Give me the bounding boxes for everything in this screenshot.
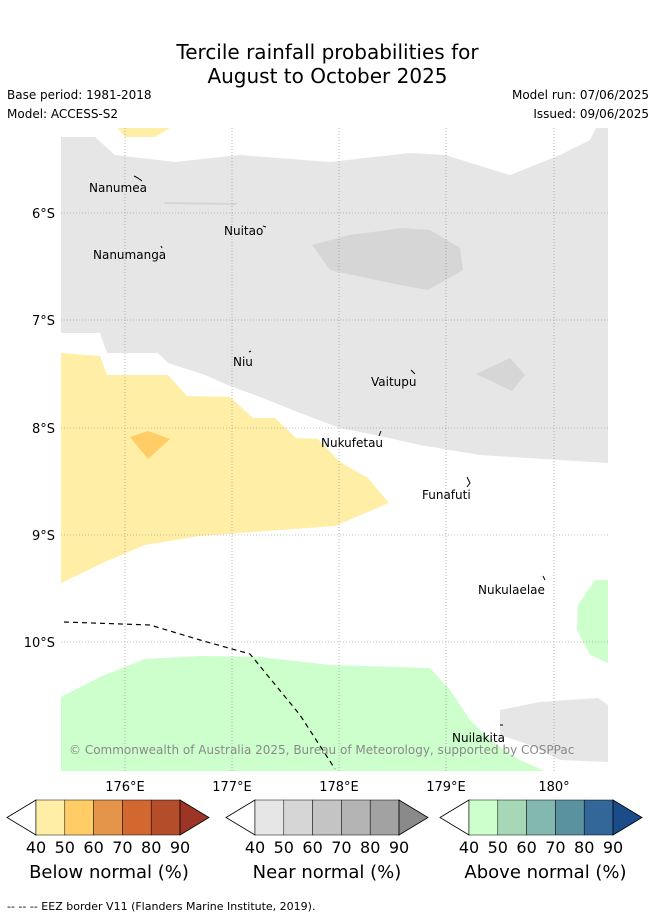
colorbar-tick-label: 80 xyxy=(574,838,594,857)
colorbar-tick-label: 60 xyxy=(302,838,322,857)
island-label: Vaitupu xyxy=(371,375,417,389)
lon-label: 179°E xyxy=(426,780,466,795)
colorbar-tick-label: 50 xyxy=(55,838,75,857)
colorbar-extend-low xyxy=(439,799,470,836)
colorbar-segment xyxy=(497,799,527,836)
island-label: Niu xyxy=(233,355,253,369)
near-normal-region xyxy=(61,128,608,463)
colorbar-tick-label: 60 xyxy=(83,838,103,857)
colorbar-tick-label: 90 xyxy=(170,838,190,857)
near-normal-region-south xyxy=(500,698,608,762)
colorbar-1: 40 50 60 70 80 90 xyxy=(225,799,429,857)
lat-label: 7°S xyxy=(32,314,55,329)
colorbar-tick-label: 70 xyxy=(545,838,565,857)
colorbar-segment xyxy=(35,799,66,836)
colorbar-segment xyxy=(283,799,313,836)
colorbar-segment xyxy=(526,799,556,836)
colorbar-segment xyxy=(122,799,152,836)
colorbar-0: 40 50 60 70 80 90 xyxy=(6,799,210,857)
colorbar-segment xyxy=(583,799,614,836)
colorbar-segment xyxy=(468,799,499,836)
colorbar-segment xyxy=(369,799,400,836)
island-shapes xyxy=(133,175,546,726)
above-normal-region xyxy=(61,656,545,771)
island-label: Nanumea xyxy=(89,181,147,195)
colorbar-tick-label: 90 xyxy=(603,838,623,857)
below-normal-region xyxy=(61,353,389,583)
issued-date: Issued: 09/06/2025 xyxy=(533,107,649,121)
above-normal-region xyxy=(577,580,608,663)
lon-label: 176°E xyxy=(105,780,145,795)
colorbar-tick-label: 40 xyxy=(459,838,479,857)
colorbar-tick-label: 90 xyxy=(389,838,409,857)
colorbar-segment xyxy=(150,799,181,836)
lon-label: 177°E xyxy=(212,780,252,795)
eez-border xyxy=(63,621,336,770)
colorbar-tick-label: 40 xyxy=(245,838,265,857)
legends: 40 50 60 70 80 90 40 50 60 70 80 90 40 50 60 70 80 90 xyxy=(6,799,643,857)
legend-title-near: Near normal (%) xyxy=(252,862,402,883)
colorbar-segment xyxy=(312,799,342,836)
map-title: Tercile rainfall probabilities for Augus… xyxy=(0,40,655,88)
near-normal-50-patch xyxy=(164,202,238,205)
lon-label: 180° xyxy=(538,780,569,795)
lat-label: 8°S xyxy=(32,422,55,437)
lon-label: 178°E xyxy=(319,780,359,795)
near-normal-50-patch xyxy=(476,358,525,391)
island-label: Nuitao xyxy=(224,224,263,238)
colorbar-tick-label: 70 xyxy=(331,838,351,857)
colorbar-tick-label: 60 xyxy=(516,838,536,857)
colorbar-tick-label: 40 xyxy=(26,838,46,857)
colorbar-segment xyxy=(64,799,94,836)
below-normal-50-patch xyxy=(130,431,170,459)
model-run: Model run: 07/06/2025 xyxy=(511,88,649,102)
island-label: Nukulaelae xyxy=(478,583,545,597)
colorbar-extend-high xyxy=(398,799,429,836)
title-line-2: August to October 2025 xyxy=(207,64,448,88)
colorbar-segment xyxy=(555,799,585,836)
colorbar-tick-label: 50 xyxy=(488,838,508,857)
colorbar-2: 40 50 60 70 80 90 xyxy=(439,799,643,857)
colorbar-tick-label: 80 xyxy=(360,838,380,857)
island-label: Nanumanga xyxy=(93,248,166,262)
lat-label: 9°S xyxy=(32,529,55,544)
lat-label: 10°S xyxy=(24,636,55,651)
eez-footnote: -- -- -- EEZ border V11 (Flanders Marine… xyxy=(7,900,316,913)
colorbar-tick-label: 70 xyxy=(112,838,132,857)
colorbar-tick-label: 80 xyxy=(141,838,161,857)
colorbar-extend-high xyxy=(612,799,643,836)
copyright-text: © Commonwealth of Australia 2025, Bureau… xyxy=(69,743,574,757)
colorbar-segment xyxy=(93,799,123,836)
below-normal-region xyxy=(118,128,170,137)
lat-label: 6°S xyxy=(32,207,55,222)
island-label: Nuilakita xyxy=(452,731,505,745)
colorbar-segment xyxy=(341,799,371,836)
title-line-1: Tercile rainfall probabilities for xyxy=(176,40,479,64)
legend-title-above: Above normal (%) xyxy=(464,862,627,883)
colorbar-tick-label: 50 xyxy=(274,838,294,857)
colorbar-extend-low xyxy=(225,799,256,836)
colorbar-extend-low xyxy=(6,799,37,836)
island-label: Nukufetau xyxy=(321,436,383,450)
legend-title-below: Below normal (%) xyxy=(29,862,189,883)
base-period: Base period: 1981-2018 xyxy=(7,88,152,102)
gridlines xyxy=(61,128,608,771)
model-name: Model: ACCESS-S2 xyxy=(7,107,119,121)
colorbar-extend-high xyxy=(179,799,210,836)
island-label: Funafuti xyxy=(422,488,471,502)
colorbar-segment xyxy=(254,799,285,836)
near-normal-50-patch xyxy=(312,228,463,290)
